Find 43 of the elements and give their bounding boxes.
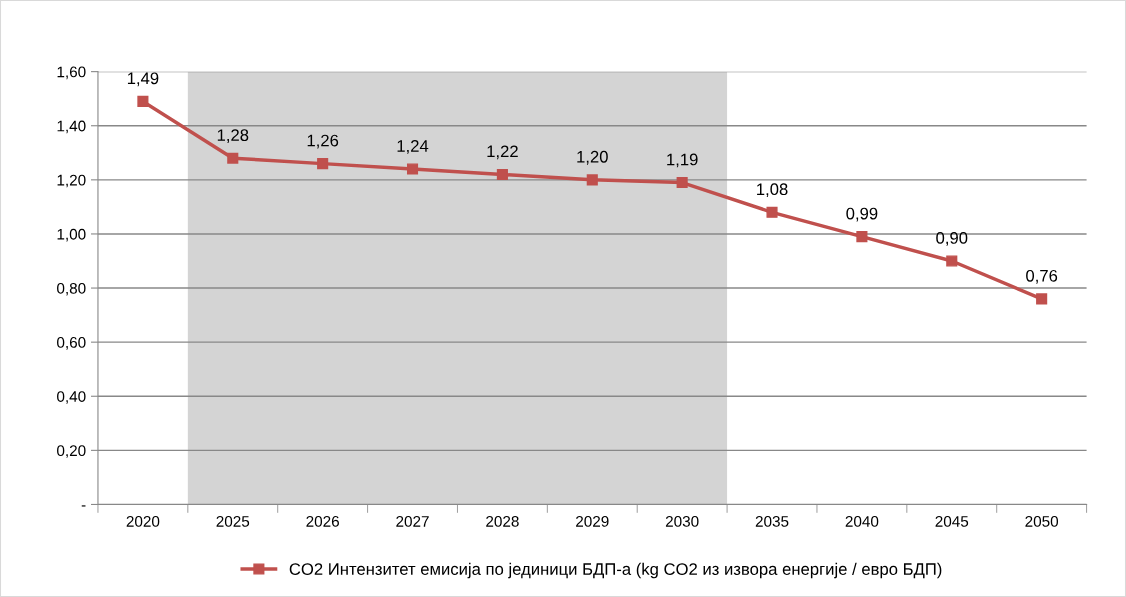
point — [496, 168, 508, 180]
point — [946, 255, 958, 267]
data-label: 1,19 — [667, 153, 698, 168]
x-tick-label: 2035 — [755, 515, 789, 527]
data-label: 1,49 — [127, 72, 159, 87]
data-label: 0,90 — [936, 232, 968, 246]
point — [766, 206, 778, 218]
y-tick-label: 0,60 — [57, 337, 86, 350]
y-tick-label: 1,40 — [57, 120, 86, 134]
x-tick-label: 2045 — [935, 515, 969, 527]
point — [137, 95, 149, 107]
data-label: 0,76 — [1026, 269, 1058, 284]
point — [317, 158, 329, 170]
y-tick-label: 0,40 — [57, 391, 86, 404]
point — [586, 174, 598, 186]
x-tick-label: 2026 — [306, 515, 339, 527]
data-label: 1,28 — [217, 129, 249, 143]
x-tick-label: 2025 — [216, 515, 250, 527]
y-tick-label: 0,80 — [57, 282, 86, 296]
y-tick-label: 1,60 — [57, 66, 86, 80]
y-tick-label: 1,20 — [57, 174, 86, 188]
x-tick-label: 2040 — [845, 515, 879, 527]
x-tick-label: 2029 — [576, 515, 609, 527]
point — [856, 231, 868, 243]
x-tick-label: 2050 — [1025, 515, 1059, 527]
x-tick-label: 2028 — [486, 515, 519, 527]
x-tick-label: 2030 — [665, 515, 699, 527]
data-label: 1,22 — [487, 145, 518, 160]
x-tick-label: 2027 — [396, 515, 429, 527]
legend-label: CO2 Интензитет емисија по јединици БДП-а (kg CO2 из извора енергије / евро БДП) — [289, 562, 942, 579]
point — [227, 152, 239, 164]
x-tick-label: 2020 — [126, 515, 160, 527]
y-tick-label: - — [81, 505, 86, 507]
data-label: 1,26 — [307, 134, 339, 149]
data-label: 0,99 — [846, 207, 878, 222]
data-label: 1,24 — [397, 140, 429, 154]
point — [406, 163, 419, 175]
y-tick-label: 1,00 — [57, 228, 86, 242]
data-label: 1,08 — [757, 183, 788, 198]
data-label: 1,20 — [577, 150, 608, 165]
y-tick-label: 0,20 — [57, 445, 86, 458]
point — [676, 176, 688, 189]
point — [1036, 293, 1048, 305]
